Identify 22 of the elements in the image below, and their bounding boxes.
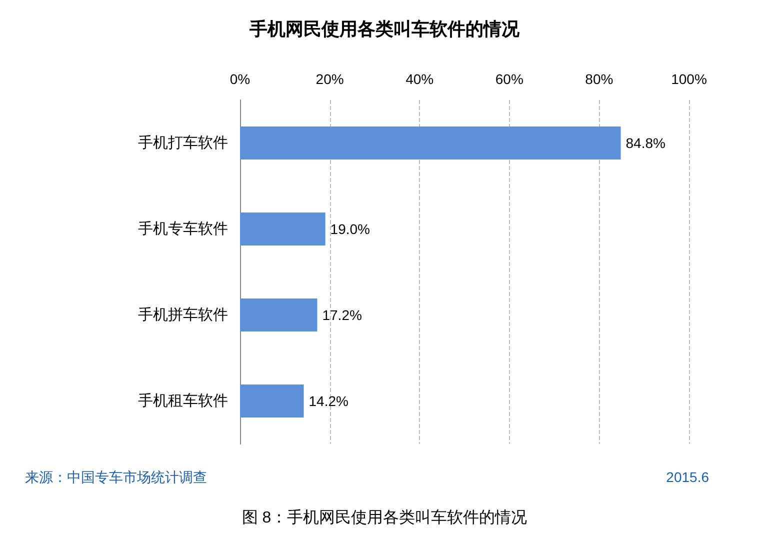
y-tick-label: 手机租车软件	[138, 392, 228, 410]
data-label: 84.8%	[626, 135, 666, 151]
x-tick-label: 20%	[316, 71, 344, 87]
text: 2015.6	[666, 469, 710, 485]
y-tick-label: 手机拼车软件	[138, 306, 228, 324]
x-tick-label: 80%	[585, 71, 614, 87]
data-label: 17.2%	[322, 307, 362, 323]
data-label: 14.2%	[308, 393, 348, 409]
x-tick-label: 0%	[230, 71, 250, 87]
data-label: 19.0%	[330, 221, 370, 237]
y-tick-label: 手机打车软件	[138, 134, 228, 152]
x-tick-label: 100%	[671, 71, 707, 87]
source-note: 来源：中国专车市场统计调查	[25, 469, 207, 485]
chart-title: 手机网民使用各类叫车软件的情况	[248, 19, 520, 39]
y-tick-label: 手机专车软件	[138, 220, 228, 238]
x-tick-label: 40%	[406, 71, 434, 87]
bar	[240, 126, 621, 160]
bar	[240, 298, 318, 332]
x-tick-label: 60%	[495, 71, 524, 87]
bar	[240, 384, 304, 418]
bar	[240, 212, 326, 246]
caption: 图 8：手机网民使用各类叫车软件的情况	[242, 508, 528, 526]
